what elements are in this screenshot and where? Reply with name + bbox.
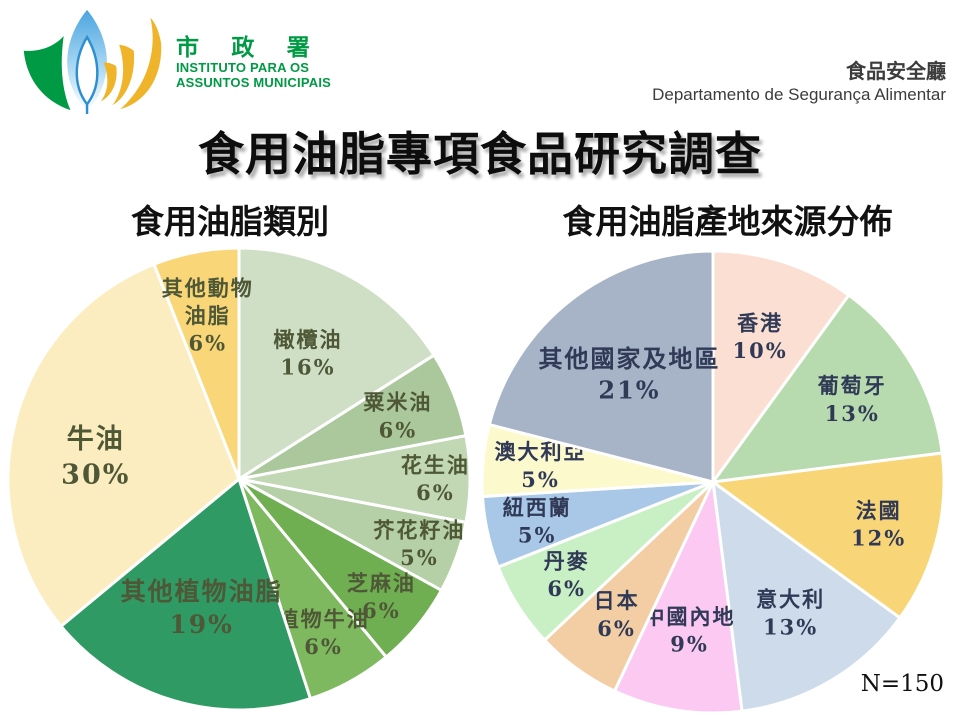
pie-slice-label: 葡萄牙 [817,373,887,398]
pie-slice-label: 5% [400,545,439,570]
page-title: 食用油脂專項食品研究調查 [198,128,762,180]
pie-slice-label: 橄欖油 [274,327,343,352]
pie-slice-3 [711,480,902,713]
pie-slice-label: 19% [169,610,234,639]
pie-slice-label: 6% [547,576,586,601]
pie-slice-label: 中國內地 [644,604,736,629]
pie-chart-origins: 香港10%葡萄牙13%法國12%意大利13%中國內地9%日本6%丹麥6%紐西蘭5… [480,249,946,715]
pie-slice-4 [613,480,744,715]
pie-slice-label: 丹麥 [544,548,590,573]
pie-slice-label: 6% [362,598,401,623]
pie-slice-label: 其他國家及地區 [539,344,721,373]
pie-slice-label: 30% [61,460,130,491]
pie-slice-label: 6% [416,480,455,505]
logo-text: 市 政 署 INSTITUTO PARA OS ASSUNTOS MUNICIP… [176,34,331,90]
pie-slice-label: 牛油 [67,424,125,455]
pie-slice-label: 21% [598,376,660,405]
sample-size-note: N=150 [860,671,944,697]
lotus-logo-icon [23,9,162,115]
pie-slice-label: 其他動物 [162,275,254,300]
pie-slice-label: 10% [733,338,788,363]
pie-slice-label: 植物牛油 [278,606,370,631]
iam-logo: 市 政 署 INSTITUTO PARA OS ASSUNTOS MUNICIP… [10,4,331,116]
pie-slice-label: 5% [521,467,560,492]
department-name-cn: 食品安全廳 [846,61,946,83]
pie-slice-label: 紐西蘭 [503,495,572,520]
pie-slice-1 [711,293,944,484]
pie-slice-label: 日本 [594,588,640,613]
pie-slice-label: 6% [304,634,343,659]
pie-slice-label: 12% [851,526,906,551]
pie-slice-6 [59,477,312,712]
pie-slice-label: 花生油 [401,453,470,478]
pie-slice-label: 芝麻油 [347,570,416,595]
pie-slice-8 [152,246,241,481]
pie-slice-label: 其他植物油脂 [121,577,283,606]
pie-slice-label: 法國 [856,498,902,523]
logo-pt-line2: ASSUNTOS MUNICIPAIS [176,75,332,90]
pie-slice-label: 油脂 [185,303,231,328]
right-chart-title: 食用油脂產地來源分佈 [562,203,893,240]
pie-slice-label: 6% [189,331,228,356]
pie-slice-label: 6% [379,417,418,442]
pie-slice-label: 香港 [737,311,783,336]
pie-slice-label: 意大利 [756,587,825,612]
logo-pt-line1: INSTITUTO PARA OS [176,60,310,75]
pie-slice-label: 13% [825,401,880,426]
pie-slice-label: 粟米油 [362,390,432,415]
pie-slice-0 [711,249,851,484]
department-name: 食品安全廳 Departamento de Segurança Alimenta… [652,60,946,106]
pie-slice-label: 13% [763,614,818,639]
logo-cn-name: 市 政 署 [176,34,323,60]
pie-slice-label: 6% [597,616,636,641]
pie-slice-label: 芥花籽油 [373,517,465,542]
department-name-pt: Departamento de Segurança Alimentar [652,85,946,104]
pie-slice-9 [487,249,715,484]
pie-slice-7 [6,262,241,628]
pie-chart-oil-types: 橄欖油16%粟米油6%花生油6%芥花籽油5%芝麻油6%植物牛油6%其他植物油脂1… [6,246,472,712]
left-chart-title: 食用油脂類別 [131,203,329,240]
pie-slice-0 [237,246,436,481]
pie-slice-label: 16% [280,355,335,380]
pie-slice-label: 9% [670,632,709,657]
pie-slice-2 [711,451,946,620]
pie-slice-label: 5% [518,523,557,548]
